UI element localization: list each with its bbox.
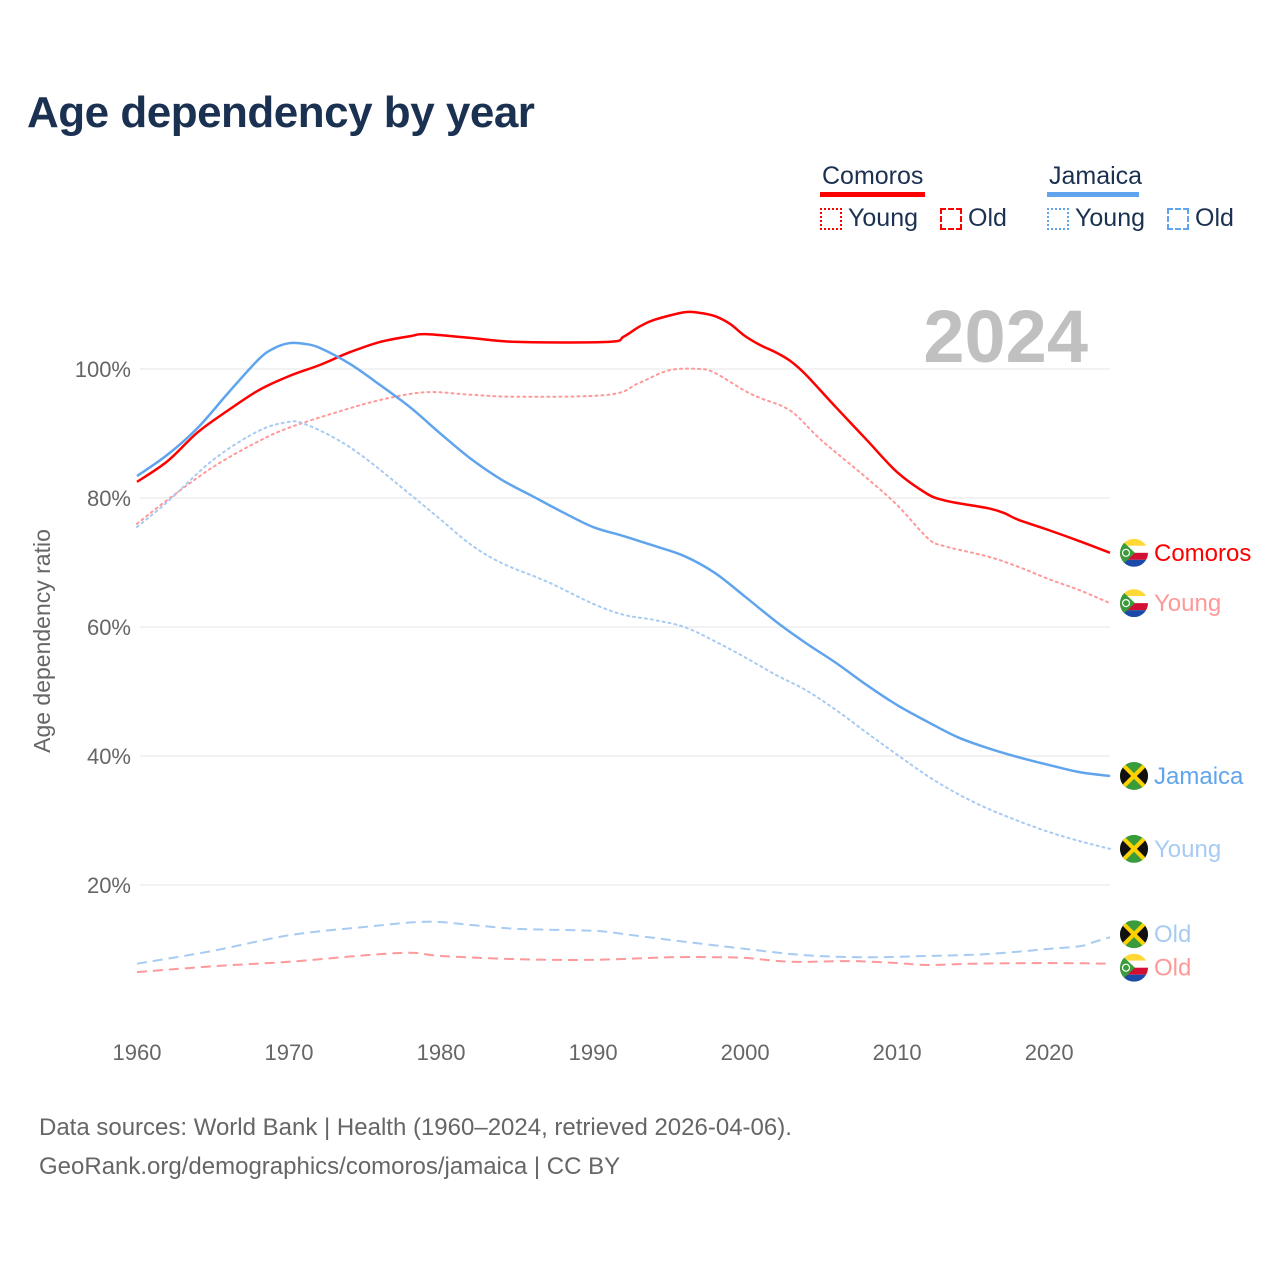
end-label-text: Jamaica — [1154, 763, 1244, 790]
footer: Data sources: World Bank | Health (1960–… — [39, 1108, 792, 1186]
comoros-flag-icon — [1120, 954, 1148, 982]
source-note: Data sources: World Bank | Health (1960–… — [39, 1114, 792, 1141]
y-axis: 20% 40% 60% 80% 100% — [75, 357, 131, 898]
x-tick-label: 1980 — [417, 1040, 466, 1065]
end-label-jamaica-young: Young — [1120, 835, 1221, 863]
x-tick-label: 2020 — [1025, 1040, 1074, 1065]
source-link[interactable]: GeoRank.org/demographics/comoros/jamaica… — [39, 1153, 621, 1180]
comoros-flag-icon — [1120, 539, 1148, 567]
series-line-comoros-young[interactable] — [136, 367, 1111, 605]
y-axis-title: Age dependency ratio — [29, 529, 55, 753]
legend-item-jamaica-young[interactable]: Young — [1047, 204, 1145, 233]
end-label-text: Old — [1154, 955, 1191, 982]
y-tick-label: 60% — [87, 615, 131, 640]
legend-country-comoros[interactable]: Comoros — [822, 162, 924, 190]
legend-label: Old — [1195, 204, 1234, 232]
x-tick-label: 2000 — [721, 1040, 770, 1065]
x-tick-label: 1990 — [569, 1040, 618, 1065]
series-line-jamaica-old[interactable] — [136, 920, 1111, 965]
end-label-comoros: Comoros — [1120, 539, 1251, 567]
dashed-line-swatch-icon — [1167, 207, 1189, 230]
x-tick-label: 1960 — [113, 1040, 162, 1065]
legend-country-jamaica[interactable]: Jamaica — [1049, 162, 1143, 190]
jamaica-flag-icon — [1120, 920, 1148, 948]
legend-label: Young — [848, 204, 918, 232]
dotted-line-swatch-icon — [1047, 207, 1069, 230]
dotted-line-swatch-icon — [820, 207, 842, 230]
end-label-text: Young — [1154, 836, 1221, 863]
end-label-text: Old — [1154, 921, 1191, 948]
x-axis: 1960 1970 1980 1990 2000 2010 2020 — [113, 1040, 1074, 1065]
x-tick-label: 2010 — [873, 1040, 922, 1065]
legend-label: Old — [968, 204, 1007, 232]
y-tick-label: 100% — [75, 357, 131, 382]
end-labels: Comoros Young Old Jamaica Young Old — [1120, 539, 1251, 982]
end-label-comoros-old: Old — [1120, 954, 1191, 982]
legend-item-jamaica-old[interactable]: Old — [1167, 204, 1234, 233]
jamaica-flag-icon — [1120, 762, 1148, 790]
end-label-text: Young — [1154, 590, 1221, 617]
chart-title: Age dependency by year — [27, 88, 535, 137]
x-tick-label: 1970 — [265, 1040, 314, 1065]
series-lines — [136, 310, 1111, 974]
year-label: 2024 — [923, 295, 1088, 378]
y-tick-label: 20% — [87, 873, 131, 898]
legend-line-comoros — [820, 192, 925, 197]
gridlines — [140, 368, 1110, 886]
legend-line-jamaica — [1047, 192, 1139, 197]
comoros-flag-icon — [1120, 589, 1148, 617]
series-line-comoros-old[interactable] — [136, 951, 1111, 974]
legend-label: Young — [1075, 204, 1145, 232]
end-label-jamaica-old: Old — [1120, 920, 1191, 948]
end-label-jamaica: Jamaica — [1120, 762, 1244, 790]
y-tick-label: 80% — [87, 486, 131, 511]
dashed-line-swatch-icon — [940, 207, 962, 230]
legend-item-comoros-old[interactable]: Old — [940, 204, 1007, 233]
series-line-jamaica-young[interactable] — [136, 420, 1111, 850]
jamaica-flag-icon — [1120, 835, 1148, 863]
end-label-text: Comoros — [1154, 540, 1251, 567]
legend-item-comoros-young[interactable]: Young — [820, 204, 918, 233]
end-label-comoros-young: Young — [1120, 589, 1221, 617]
series-line-comoros[interactable] — [136, 310, 1111, 554]
series-line-jamaica[interactable] — [136, 341, 1111, 778]
y-tick-label: 40% — [87, 744, 131, 769]
